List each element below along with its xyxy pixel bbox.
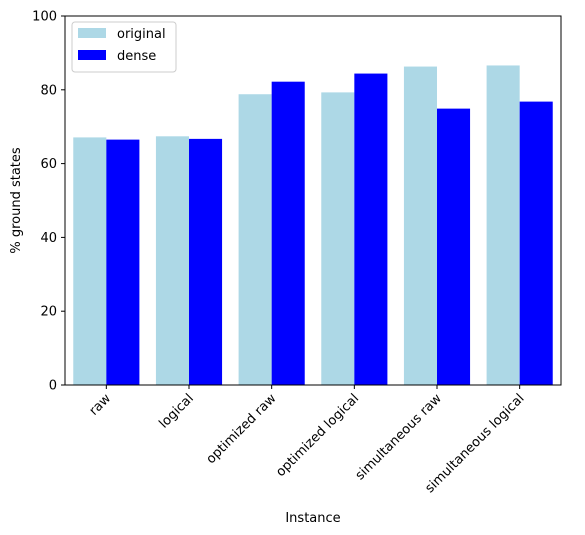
bar-original-logical	[155, 136, 189, 385]
bar-original-simultaneous-logical	[486, 65, 520, 386]
legend-swatch-dense	[78, 50, 106, 60]
bar-original-raw	[73, 137, 107, 385]
bar-dense-optimized-logical	[354, 73, 388, 386]
bar-original-simultaneous-raw	[403, 66, 437, 385]
plot-frame	[64, 15, 562, 386]
y-tick-label: 0	[49, 379, 57, 394]
bar-dense-simultaneous-logical	[519, 101, 553, 385]
bar-dense-optimized-raw	[271, 81, 305, 385]
legend-label-original: original	[117, 27, 166, 42]
y-tick-label: 20	[40, 305, 57, 320]
y-tick-label: 100	[32, 10, 57, 25]
x-axis-label: Instance	[285, 511, 340, 526]
bar-original-optimized-logical	[321, 92, 355, 386]
y-axis-ticks: 0 20 40 60 80 100	[32, 10, 65, 394]
bar-original-optimized-raw	[238, 94, 272, 385]
bar-dense-logical	[189, 138, 223, 385]
legend-label-dense: dense	[117, 49, 156, 64]
legend: original dense	[71, 21, 177, 73]
axes-group	[64, 15, 562, 386]
bars-group	[73, 65, 553, 386]
bar-dense-simultaneous-raw	[437, 108, 471, 385]
y-axis-label: % ground states	[9, 147, 24, 254]
bar-dense-raw	[106, 139, 140, 385]
y-tick-label: 40	[40, 231, 57, 246]
y-tick-label: 80	[40, 83, 57, 98]
legend-swatch-original	[78, 28, 106, 38]
y-tick-label: 60	[40, 157, 57, 172]
